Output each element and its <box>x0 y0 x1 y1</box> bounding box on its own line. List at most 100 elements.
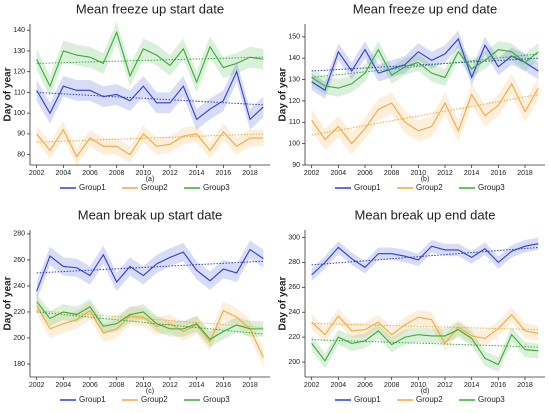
confidence-band <box>311 237 539 282</box>
series-line <box>36 70 264 121</box>
legend-label: Group2 <box>416 395 443 404</box>
y-tick-label: 130 <box>13 48 25 55</box>
x-tick-label: 2016 <box>491 382 507 389</box>
x-tick-label: 2004 <box>56 170 72 177</box>
confidence-band <box>36 21 264 97</box>
y-tick-label: 200 <box>288 359 300 366</box>
y-tick-label: 100 <box>288 140 300 147</box>
x-tick-label: 2004 <box>331 170 347 177</box>
confidence-band <box>36 61 264 130</box>
legend-label: Group1 <box>79 183 106 192</box>
legend-label: Group1 <box>354 395 381 404</box>
x-tick-label: 2004 <box>331 382 347 389</box>
y-tick-label: 110 <box>14 89 25 96</box>
y-tick-label: 100 <box>13 110 25 117</box>
x-tick-label: 2008 <box>384 382 400 389</box>
x-tick-label: 2002 <box>29 170 45 177</box>
series-line <box>311 82 539 145</box>
x-tick-label: 2012 <box>437 170 453 177</box>
x-tick-label: 2010 <box>411 170 427 177</box>
y-tick-label: 240 <box>288 309 300 316</box>
x-tick-label: 2010 <box>411 382 427 389</box>
x-tick-label: 2008 <box>384 170 400 177</box>
y-axis-label: Day of year <box>3 276 14 330</box>
x-tick-label: 2014 <box>189 170 205 177</box>
series-line <box>36 128 264 158</box>
y-tick-label: 200 <box>13 335 25 342</box>
x-tick-label: 2018 <box>242 170 258 177</box>
x-tick-label: 2012 <box>162 170 178 177</box>
series-line <box>311 48 539 89</box>
panel-caption: (c) <box>146 388 154 395</box>
confidence-band <box>36 121 264 165</box>
series-line <box>311 37 539 92</box>
x-tick-label: 2018 <box>517 382 533 389</box>
legend-label: Group3 <box>478 183 505 192</box>
y-tick-label: 220 <box>288 334 300 341</box>
y-tick-label: 260 <box>288 284 300 291</box>
y-tick-label: 280 <box>288 259 300 266</box>
legend-label: Group2 <box>141 395 168 404</box>
confidence-band <box>311 307 539 351</box>
chart-title: Mean break up start date <box>78 207 223 222</box>
trend-line <box>36 311 264 335</box>
y-tick-label: 110 <box>289 119 300 126</box>
y-tick-label: 80 <box>17 151 25 158</box>
y-axis-label: Day of year <box>278 67 289 121</box>
y-tick-label: 180 <box>13 361 25 368</box>
trend-line <box>311 53 539 78</box>
legend-label: Group2 <box>141 183 168 192</box>
x-tick-label: 2012 <box>437 382 453 389</box>
y-axis-label: Day of year <box>3 67 14 121</box>
chart-title: Mean freeze up start date <box>76 1 224 16</box>
trend-line <box>311 94 539 136</box>
series-line <box>311 313 539 345</box>
confidence-band <box>311 30 539 99</box>
trend-line <box>311 57 539 72</box>
y-axis-label: Day of year <box>278 276 289 330</box>
legend-label: Group3 <box>478 395 505 404</box>
y-tick-label: 130 <box>288 76 300 83</box>
y-tick-label: 90 <box>292 162 300 169</box>
x-tick-label: 2014 <box>189 382 205 389</box>
y-tick-label: 150 <box>288 34 300 41</box>
y-tick-label: 90 <box>17 131 25 138</box>
x-tick-label: 2014 <box>464 382 480 389</box>
y-tick-label: 140 <box>288 55 300 62</box>
x-tick-label: 2004 <box>56 382 72 389</box>
series-line <box>36 248 264 292</box>
x-tick-label: 2014 <box>464 170 480 177</box>
x-tick-label: 2010 <box>136 170 152 177</box>
confidence-band <box>311 41 539 97</box>
y-tick-label: 240 <box>13 283 25 290</box>
trend-line <box>36 310 264 329</box>
panel-caption: (b) <box>421 176 430 183</box>
series-line <box>311 329 539 366</box>
series-line <box>311 243 539 276</box>
y-tick-label: 280 <box>13 231 25 238</box>
confidence-band <box>311 73 539 155</box>
x-tick-label: 2016 <box>216 382 232 389</box>
x-tick-label: 2002 <box>29 382 45 389</box>
y-tick-label: 220 <box>13 309 25 316</box>
x-tick-label: 2016 <box>491 170 507 177</box>
legend-label: Group2 <box>416 183 443 192</box>
x-tick-label: 2016 <box>216 170 232 177</box>
legend-label: Group1 <box>79 395 106 404</box>
x-tick-label: 2012 <box>162 382 178 389</box>
chart-title: Mean freeze up end date <box>353 1 498 16</box>
x-tick-label: 2006 <box>82 382 98 389</box>
x-tick-label: 2006 <box>357 170 373 177</box>
x-tick-label: 2008 <box>109 382 125 389</box>
y-tick-label: 120 <box>288 98 300 105</box>
x-tick-label: 2002 <box>304 170 320 177</box>
confidence-band <box>311 322 539 373</box>
trend-line <box>311 246 539 266</box>
trend-line <box>36 91 264 106</box>
x-tick-label: 2006 <box>357 382 373 389</box>
y-tick-label: 120 <box>13 69 25 76</box>
x-tick-label: 2018 <box>517 170 533 177</box>
series-line <box>36 305 264 358</box>
chart-title: Mean break up end date <box>355 207 496 222</box>
